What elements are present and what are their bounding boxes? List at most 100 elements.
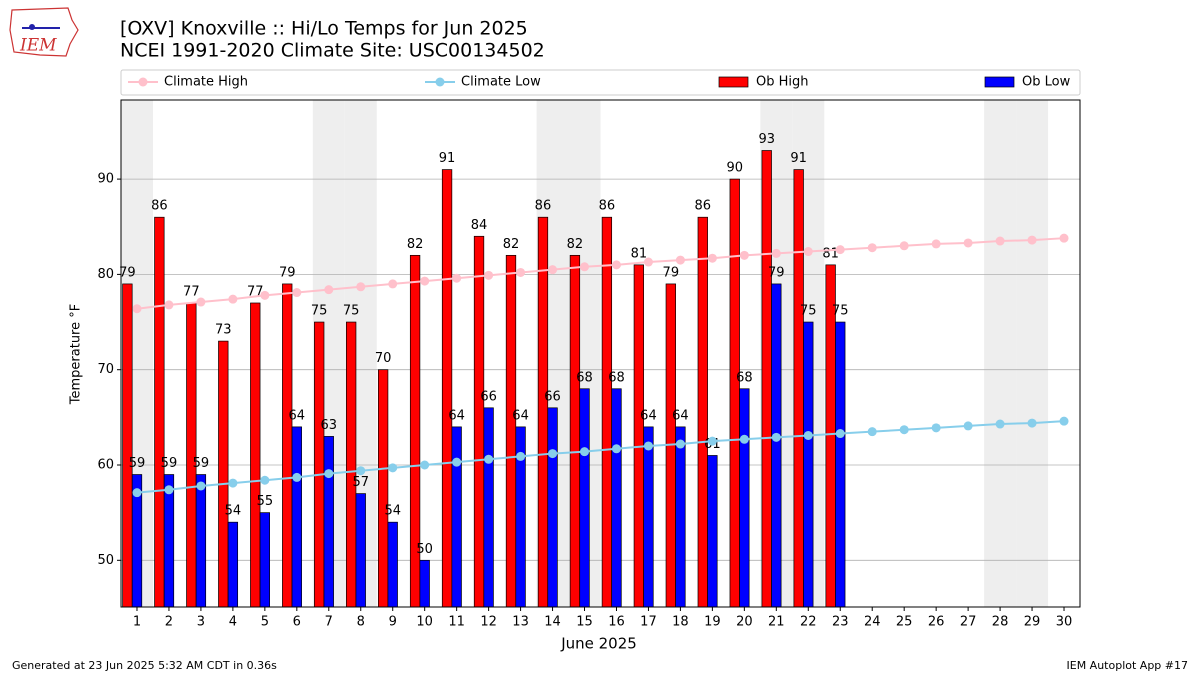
line-marker — [739, 434, 749, 444]
x-tick-label: 15 — [576, 615, 593, 630]
bar — [803, 321, 814, 608]
line-marker — [324, 469, 334, 479]
x-tick-label: 29 — [1024, 615, 1041, 630]
line-marker — [196, 481, 206, 491]
line-marker — [164, 300, 174, 310]
bar — [441, 169, 453, 608]
bar-value-label: 73 — [215, 323, 232, 338]
line-marker — [995, 236, 1005, 246]
bar — [451, 426, 462, 608]
y-tick-label: 70 — [97, 362, 114, 377]
bar-value-label: 79 — [279, 265, 296, 280]
bar — [387, 521, 398, 608]
bar — [643, 426, 654, 608]
bar-value-label: 81 — [631, 246, 648, 261]
line-marker — [1027, 418, 1037, 428]
x-tick-label: 23 — [832, 615, 849, 630]
line — [136, 237, 1065, 310]
bar-value-label: 93 — [758, 132, 775, 147]
line-marker — [963, 238, 973, 248]
bar — [569, 254, 581, 608]
bar-value-label: 57 — [352, 475, 369, 490]
line-marker — [292, 472, 302, 482]
line-marker — [484, 270, 494, 280]
line-marker — [899, 425, 909, 435]
x-tick-label: 17 — [640, 615, 657, 630]
bar — [250, 302, 261, 608]
line-marker — [931, 423, 941, 433]
weekend-shade — [1016, 100, 1049, 607]
bar — [377, 369, 389, 608]
bar — [729, 178, 740, 608]
bar-value-label: 59 — [193, 456, 210, 471]
legend-label: Ob High — [756, 75, 809, 90]
bar — [163, 474, 175, 608]
x-tick-label: 22 — [800, 615, 817, 630]
bar-value-label: 64 — [512, 408, 529, 423]
bar-value-label: 68 — [576, 370, 593, 385]
line-marker — [228, 478, 238, 488]
line-marker — [739, 250, 749, 260]
bar-value-label: 59 — [129, 456, 146, 471]
line-marker — [260, 475, 270, 485]
line-marker — [675, 439, 685, 449]
x-tick-label: 12 — [480, 615, 497, 630]
bar-value-label: 77 — [183, 284, 200, 299]
line-marker — [228, 294, 238, 304]
bar-value-label: 64 — [448, 408, 465, 423]
x-tick-label: 27 — [960, 615, 977, 630]
x-tick-label: 26 — [928, 615, 945, 630]
line-marker — [867, 427, 877, 437]
bar-value-label: 50 — [416, 542, 433, 557]
line-marker — [643, 257, 653, 267]
footer-right: IEM Autoplot App #17 — [1067, 659, 1189, 672]
bar — [579, 388, 590, 608]
x-tick-label: 1 — [133, 615, 141, 630]
x-tick-label: 13 — [512, 615, 529, 630]
line-marker — [580, 262, 590, 272]
line-marker — [420, 460, 430, 470]
bar-value-label: 82 — [407, 237, 424, 252]
bar — [537, 216, 549, 608]
bar-value-label: 68 — [736, 370, 753, 385]
bar-value-label: 86 — [695, 199, 712, 214]
x-tick-label: 9 — [389, 615, 397, 630]
line-marker — [196, 297, 206, 307]
logo-outline — [9, 7, 79, 57]
bar — [314, 321, 325, 608]
bar-value-label: 70 — [375, 351, 392, 366]
line-marker — [356, 282, 366, 292]
x-tick-label: 24 — [864, 615, 881, 630]
bar — [218, 340, 229, 608]
y-axis-label: Temperature °F — [69, 304, 84, 405]
y-tick-label: 50 — [97, 553, 114, 568]
x-tick-label: 3 — [197, 615, 205, 630]
logo-text: IEM — [19, 36, 57, 56]
plot-frame — [120, 99, 1081, 608]
line-marker — [452, 457, 462, 467]
x-tick-label: 19 — [704, 615, 721, 630]
bar-value-label: 64 — [672, 408, 689, 423]
bar-value-label: 64 — [289, 408, 306, 423]
bar — [793, 169, 804, 608]
line — [136, 420, 1065, 494]
bar — [675, 426, 686, 608]
line-marker — [452, 273, 462, 283]
bar-value-label: 86 — [599, 199, 616, 214]
line-marker — [803, 430, 813, 440]
y-tick-label: 80 — [97, 267, 114, 282]
line-marker — [707, 436, 717, 446]
bar — [707, 455, 718, 608]
line-marker — [484, 454, 494, 464]
line-marker — [1059, 233, 1069, 243]
line-marker — [548, 265, 558, 275]
bar-value-label: 84 — [471, 218, 488, 233]
line-marker — [292, 288, 302, 298]
bar-value-label: 75 — [832, 304, 849, 319]
x-tick-label: 7 — [325, 615, 333, 630]
line-marker — [963, 421, 973, 431]
logo-dot — [29, 24, 35, 30]
bar — [291, 426, 302, 608]
line-marker — [420, 276, 430, 286]
